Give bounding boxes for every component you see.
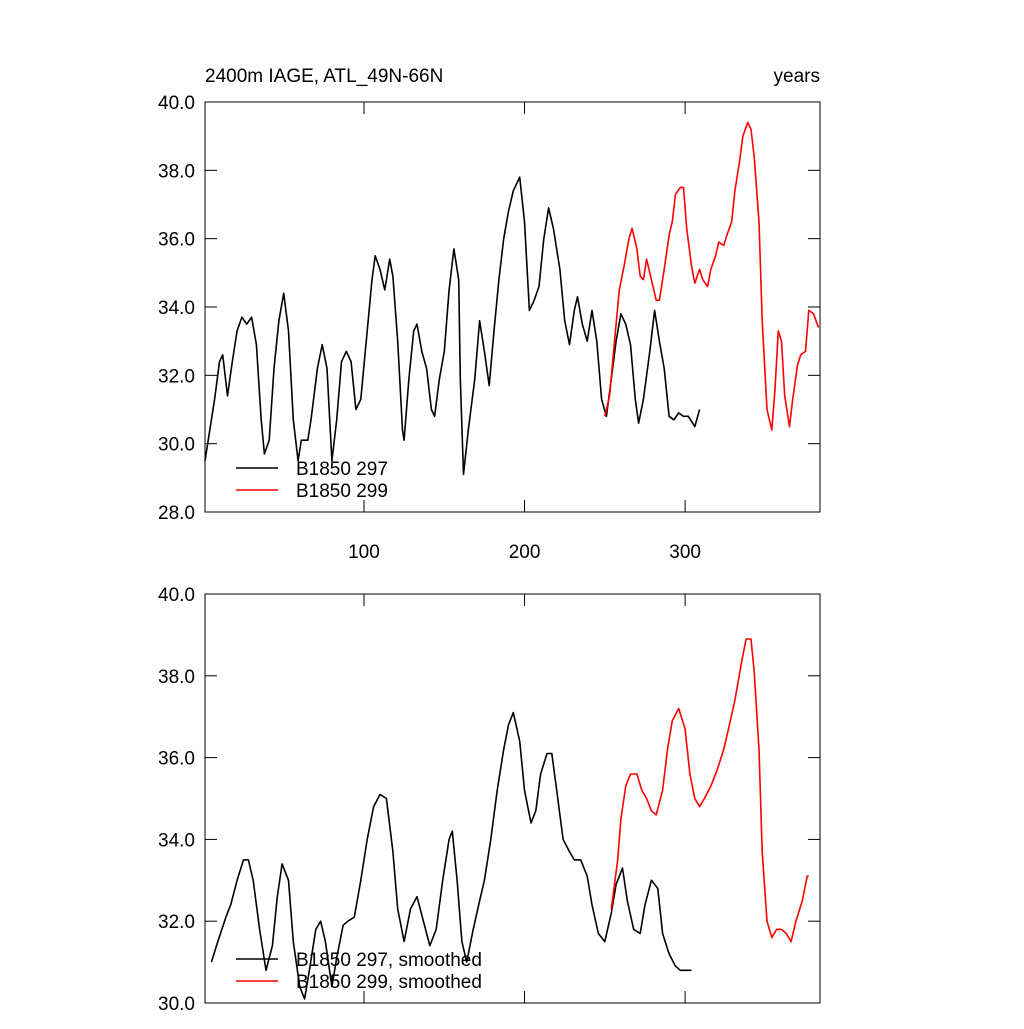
y-tick-label: 40.0	[158, 93, 195, 114]
series-line	[610, 638, 809, 943]
y-tick-label: 30.0	[158, 994, 195, 1015]
series-line	[604, 121, 820, 431]
legend-label: B1850 297, smoothed	[296, 950, 482, 971]
x-tick-label: 300	[669, 542, 701, 563]
y-tick-label: 32.0	[158, 366, 195, 387]
y-tick-label: 36.0	[158, 230, 195, 251]
legend-label: B1850 299, smoothed	[296, 972, 482, 993]
legend-label: B1850 299	[296, 481, 388, 502]
y-tick-label: 30.0	[158, 435, 195, 456]
plot-frame	[204, 593, 821, 1004]
y-tick-label: 32.0	[158, 912, 195, 933]
y-tick-label: 34.0	[158, 830, 195, 851]
y-tick-label: 28.0	[158, 503, 195, 524]
y-tick-label: 36.0	[158, 749, 195, 770]
series-line	[204, 176, 701, 476]
chart-title: 2400m IAGE, ATL_49N-66N	[205, 66, 443, 87]
units-label: years	[774, 66, 820, 87]
y-tick-label: 38.0	[158, 161, 195, 182]
legend-label: B1850 297	[296, 459, 388, 480]
y-tick-label: 40.0	[158, 585, 195, 606]
y-tick-label: 34.0	[158, 298, 195, 319]
x-tick-label: 100	[348, 542, 380, 563]
x-tick-label: 200	[509, 542, 541, 563]
y-tick-label: 38.0	[158, 667, 195, 688]
